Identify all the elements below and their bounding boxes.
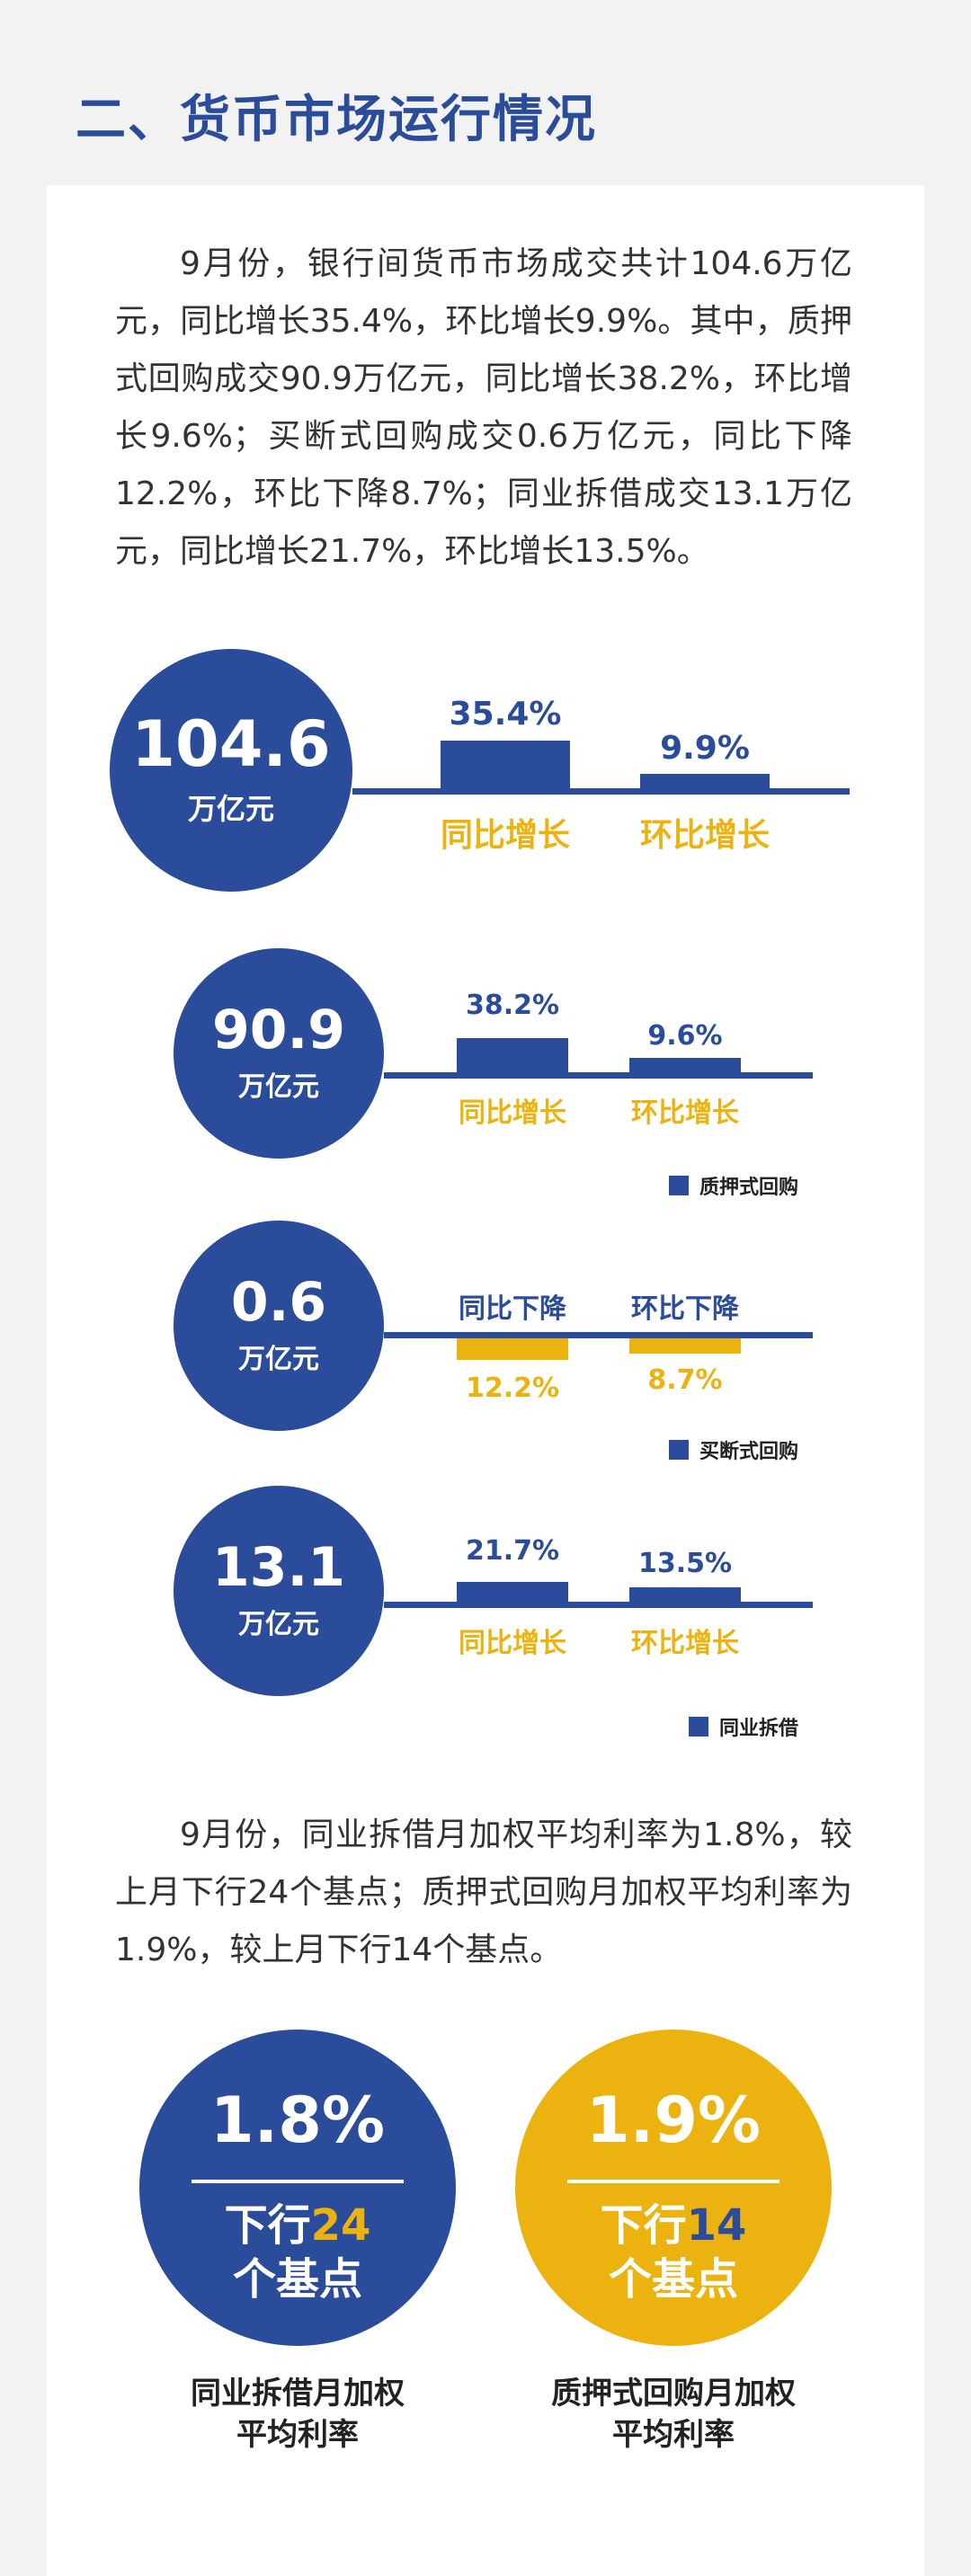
pledged-rate-change: 下行14 (515, 2200, 832, 2251)
chart-axis-pledged (384, 1072, 813, 1079)
category-label-pledged-mom: 环比增长 (631, 1097, 739, 1129)
interbank-rate-change: 下行24 (139, 2200, 456, 2251)
pledged-rate-value: 1.9% (585, 2083, 762, 2157)
legend-swatch (689, 1717, 708, 1737)
caption-line: 同业拆借月加权 (191, 2376, 405, 2412)
interbank-rate-caption: 同业拆借月加权 平均利率 (139, 2373, 456, 2456)
pledged-rate-circle: 1.9% 下行14 个基点 (515, 2030, 832, 2346)
value-label-pledged-mom: 9.6% (647, 1020, 723, 1052)
section-title: 二、货币市场运行情况 (76, 91, 597, 149)
legend-label: 买断式回购 (699, 1441, 799, 1463)
category-label-total-yoy: 同比增长 (440, 817, 570, 854)
legend-outright-repo: 买断式回购 (669, 1435, 798, 1464)
total-volume-unit: 万亿元 (187, 792, 274, 826)
category-label-interbank-mom: 环比增长 (631, 1628, 739, 1659)
total-volume-value: 104.6 (131, 707, 331, 781)
pledged-repo-circle: 90.9 万亿元 (174, 948, 384, 1159)
value-label-outright-mom: 8.7% (647, 1364, 723, 1396)
chart-axis-interbank (384, 1602, 813, 1608)
value-label-interbank-mom: 13.5% (637, 1548, 733, 1579)
chart-bar-interbank-mom (629, 1587, 741, 1602)
intro-paragraph: 9月份，银行间货币市场成交共计104.6万亿元，同比增长35.4%，环比增长9.… (115, 245, 852, 570)
basis-points-value: 24 (310, 2200, 371, 2251)
divider (567, 2180, 779, 2183)
legend-interbank-lending: 同业拆借 (689, 1712, 798, 1741)
chart-bar-pledged-yoy (457, 1037, 568, 1072)
legend-label: 同业拆借 (719, 1718, 799, 1740)
legend-swatch (669, 1440, 689, 1460)
chart-bar-total-yoy (441, 740, 570, 788)
legend-swatch (669, 1176, 689, 1195)
chart-bar-interbank-yoy (457, 1582, 568, 1602)
category-label-interbank-yoy: 同比增长 (459, 1628, 566, 1659)
category-label-total-mom: 环比增长 (639, 817, 770, 854)
value-label-interbank-yoy: 21.7% (465, 1535, 560, 1567)
category-label-pledged-yoy: 同比增长 (459, 1097, 566, 1129)
pledged-repo-unit: 万亿元 (238, 1071, 319, 1103)
category-label-outright-mom: 环比下降 (631, 1293, 739, 1325)
chart-bar-outright-yoy (457, 1338, 568, 1361)
legend-pledged-repo: 质押式回购 (669, 1171, 798, 1200)
basis-points-value: 14 (686, 2200, 747, 2251)
chart-bar-outright-mom (629, 1338, 741, 1355)
outright-repo-unit: 万亿元 (238, 1344, 319, 1375)
caption-line: 质押式回购月加权 (551, 2376, 796, 2412)
basis-points-unit: 个基点 (608, 2254, 738, 2305)
chart-axis-total (352, 788, 850, 795)
change-prefix: 下行 (224, 2200, 311, 2251)
caption-line: 平均利率 (236, 2417, 359, 2453)
interbank-lending-unit: 万亿元 (238, 1609, 319, 1640)
rates-paragraph: 9月份，同业拆借月加权平均利率为1.8%，较上月下行24个基点；质押式回购月加权… (115, 1817, 852, 1968)
value-label-outright-yoy: 12.2% (465, 1372, 560, 1404)
basis-points-unit: 个基点 (232, 2254, 362, 2305)
chart-bar-total-mom (640, 774, 770, 788)
caption-line: 平均利率 (612, 2417, 735, 2453)
total-volume-circle: 104.6 万亿元 (110, 649, 352, 892)
legend-label: 质押式回购 (699, 1177, 799, 1199)
outright-repo-value: 0.6 (230, 1271, 327, 1334)
pledged-repo-value: 90.9 (211, 999, 346, 1061)
chart-axis-outright (384, 1332, 813, 1338)
divider (192, 2180, 404, 2183)
value-label-total-mom: 9.9% (660, 730, 750, 767)
pledged-rate-caption: 质押式回购月加权 平均利率 (515, 2373, 832, 2456)
interbank-lending-circle: 13.1 万亿元 (174, 1486, 384, 1696)
value-label-pledged-yoy: 38.2% (465, 990, 560, 1021)
interbank-lending-value: 13.1 (211, 1536, 346, 1599)
interbank-rate-value: 1.8% (209, 2083, 386, 2157)
chart-bar-pledged-mom (629, 1058, 741, 1072)
change-prefix: 下行 (600, 2200, 687, 2251)
category-label-outright-yoy: 同比下降 (459, 1293, 566, 1325)
interbank-rate-circle: 1.8% 下行24 个基点 (139, 2030, 456, 2346)
outright-repo-circle: 0.6 万亿元 (174, 1221, 384, 1431)
value-label-total-yoy: 35.4% (449, 696, 562, 733)
